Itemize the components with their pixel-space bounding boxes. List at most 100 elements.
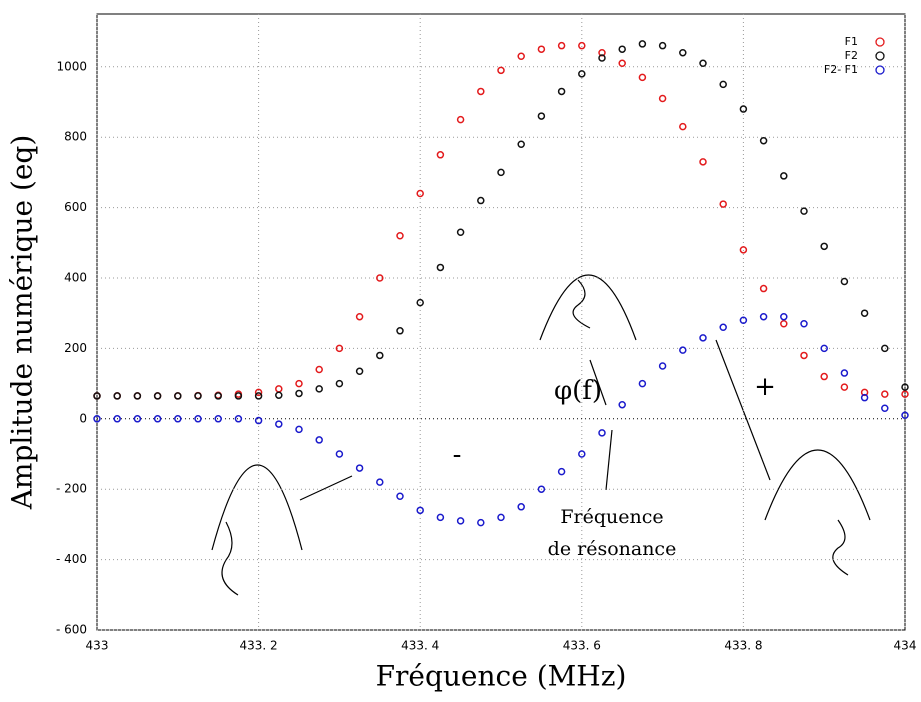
data-point [396,327,404,335]
data-point [699,59,707,68]
data-point [699,158,707,166]
data-point [780,312,788,321]
data-point [658,94,667,103]
data-point [436,263,445,272]
data-point [194,415,202,423]
data-point [315,365,323,374]
data-point [416,189,424,198]
data-point [840,369,849,377]
data-point [719,80,727,89]
legend-label: F2- F1 [824,63,858,76]
data-point [376,351,384,360]
legend-marker [875,51,885,61]
data-point [295,389,303,398]
annotation: de résonance [548,538,677,560]
data-point [153,415,162,423]
data-point [638,73,647,82]
data-point [759,284,768,293]
data-point [113,415,121,423]
data-point [517,52,525,60]
data-point [436,151,445,159]
data-point [860,309,869,317]
data-point [881,344,889,353]
x-tick-label: 433. 4 [401,639,439,653]
data-point [759,136,768,145]
y-tick-label: - 200 [56,482,87,496]
data-point [881,390,889,398]
y-tick-label: - 400 [56,552,87,566]
data-point [93,415,101,423]
data-point [901,411,909,420]
data-point [295,379,303,388]
annotation: Fréquence [560,506,663,528]
data-point [578,70,586,78]
data-point [537,112,546,120]
data-point [376,478,384,486]
data-point [315,385,323,393]
data-point [618,59,626,68]
data-point [719,200,727,208]
data-point [174,392,182,400]
data-point [557,87,566,96]
data-point [537,485,546,493]
data-point [153,392,162,400]
x-tick-label: 434 [894,639,917,653]
y-tick-label: 200 [64,341,87,355]
x-tick-label: 433. 2 [240,639,278,653]
data-point [275,391,283,399]
data-point [658,362,667,370]
data-point [214,392,222,400]
data-point [133,392,142,400]
data-point [436,513,445,522]
data-point [578,450,586,458]
legend-marker [875,65,885,75]
data-point [820,242,828,251]
data-point [335,344,344,353]
data-point [800,351,808,360]
legend-label: F1 [845,35,858,48]
data-point [699,334,707,342]
data-point [638,40,647,48]
data-point [638,379,647,388]
x-tick-label: 433 [86,639,109,653]
data-point [840,383,849,391]
data-point [901,390,909,398]
data-point [860,393,869,402]
data-point [719,323,727,332]
data-point [335,379,344,388]
data-point [780,172,788,180]
annotation: φ(f) [554,376,602,406]
y-tick-label: 400 [64,271,87,285]
data-point [275,420,283,428]
data-point [800,320,808,328]
annotation: - [453,440,462,470]
y-tick-label: 600 [64,200,87,214]
legend-label: F2 [845,49,858,62]
data-point [679,346,687,354]
data-point [113,392,121,400]
data-point [174,415,182,423]
legend-marker [875,37,885,47]
data-point [840,277,849,286]
data-point [477,87,485,96]
data-point [254,388,263,397]
data-point [759,312,768,321]
data-point [497,168,505,177]
data-point [557,467,566,476]
annotation: + [754,372,776,402]
x-tick-label: 433. 6 [563,639,601,653]
data-point [133,415,142,423]
data-point [598,54,606,62]
data-point [234,392,243,400]
data-point [396,232,404,240]
data-point [456,228,465,236]
data-point [315,436,323,444]
data-point [355,367,364,376]
data-point [254,392,263,400]
data-point [679,122,687,131]
data-point [881,404,889,412]
data-point [618,400,626,409]
data-point [780,320,788,328]
data-point [537,45,546,53]
y-tick-label: 1000 [56,59,87,73]
